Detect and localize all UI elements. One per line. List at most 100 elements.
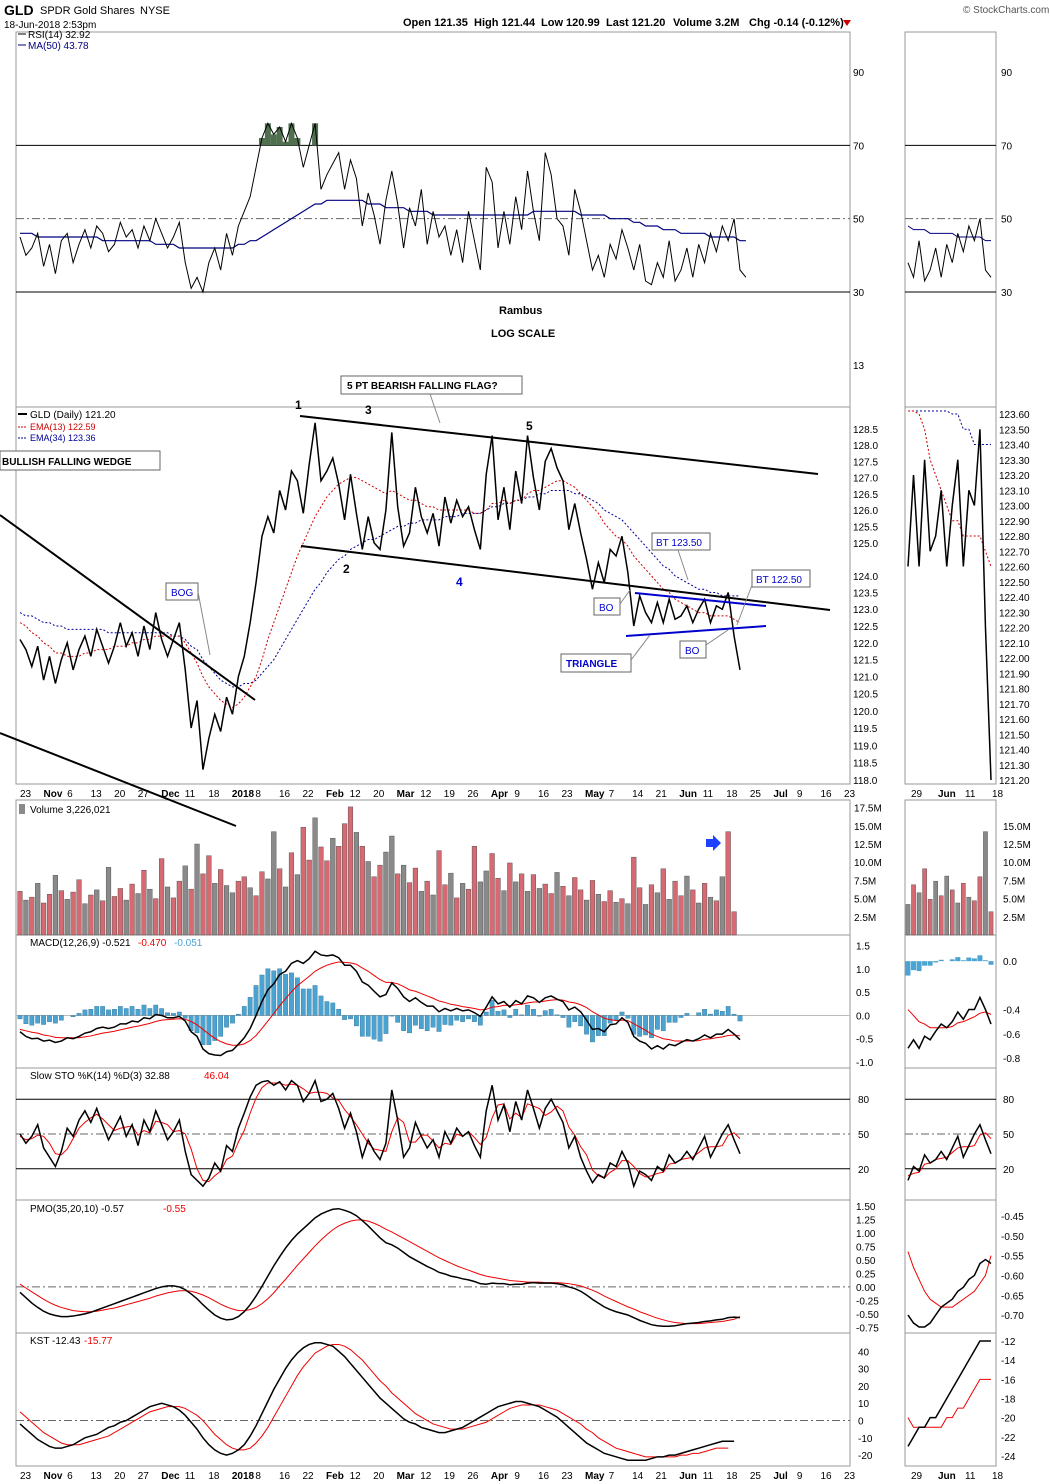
bo1-label: BO	[599, 603, 614, 614]
price-side-ytick: 122.10	[999, 639, 1030, 650]
x-axis-tick-label: 26	[467, 789, 479, 800]
price-side-ytick: 122.80	[999, 532, 1030, 543]
volume-bar	[105, 867, 112, 936]
rambus-label: Rambus	[499, 305, 542, 317]
price-side-ytick: 122.50	[999, 578, 1030, 589]
x-axis-tick-label: 20	[114, 789, 126, 800]
price-line	[19, 422, 741, 770]
macd-histogram-bar	[336, 1009, 342, 1016]
macd-ytick: 1.0	[856, 965, 870, 976]
macd-histogram-bar	[678, 1015, 684, 1018]
volume-bar	[678, 895, 684, 936]
x-axis-tick-label: 13	[91, 1471, 103, 1482]
volume-bar	[23, 899, 29, 936]
bog-box	[165, 582, 199, 601]
x-axis-tick-label: 11	[185, 789, 196, 800]
volume-side-bar	[916, 892, 922, 936]
volume-bar	[94, 889, 100, 936]
volume-bar	[123, 899, 129, 936]
macd-histogram-bar	[448, 1015, 454, 1026]
macd-histogram-bar	[513, 1009, 519, 1016]
price-ytick: 123.5	[853, 589, 878, 600]
pmo-side-ytick: -0.70	[1001, 1311, 1024, 1322]
macd-histogram-bar	[436, 1015, 442, 1032]
macd-histogram-bar	[176, 1011, 182, 1016]
volume-bar	[430, 894, 436, 936]
kst-ytick: -10	[858, 1434, 873, 1445]
volume-bar	[371, 876, 377, 936]
volume-bar	[477, 881, 483, 936]
price-side-ytick: 121.60	[999, 715, 1030, 726]
volume-bar	[235, 880, 241, 936]
volume-bar	[330, 838, 336, 936]
volume-bar	[406, 882, 413, 936]
pmo-ytick: 1.00	[856, 1229, 876, 1240]
volume-bar	[519, 873, 525, 936]
pmo-line	[19, 1207, 741, 1328]
volume-bar	[312, 817, 318, 936]
macd-histogram-bar	[442, 1015, 448, 1025]
price-ytick: 123.0	[853, 605, 878, 616]
x-axis-tick-label: 27	[138, 789, 150, 800]
volume-bar	[100, 900, 106, 936]
macd-side-histogram-bar	[988, 961, 994, 965]
volume-bar	[507, 862, 513, 936]
pmo-legend: PMO(35,20,10) -0.57	[30, 1204, 124, 1215]
volume-bar	[601, 901, 607, 936]
x-axis-tick-label: 22	[303, 789, 315, 800]
macd-histogram-bar	[666, 1015, 672, 1023]
x-axis-tick-label: 14	[632, 1471, 644, 1482]
kst-side-ytick: -24	[1001, 1452, 1016, 1463]
x-axis-tick-label: Nov	[44, 1471, 63, 1482]
macd-side-histogram-bar	[971, 958, 977, 962]
price-side-ytick: 121.70	[999, 700, 1030, 711]
volume-bar	[359, 846, 365, 936]
side-x-axis-tick-label: 29	[911, 789, 923, 800]
macd-legend: MACD(12,26,9) -0.521	[30, 938, 131, 949]
x-axis-tick-label: 9	[514, 789, 520, 800]
triangle-pointer	[630, 634, 651, 661]
triangle-upper-line	[634, 592, 767, 607]
price-ytick: 121.5	[853, 656, 878, 667]
price-ytick: 120.5	[853, 690, 878, 701]
x-axis-tick-label: 11	[703, 789, 714, 800]
volume-bar	[465, 888, 472, 936]
x-axis-tick-label: 18	[208, 789, 220, 800]
macd-hist-legend: -0.051	[174, 938, 203, 949]
volume-bar	[147, 888, 153, 936]
x-axis-tick-label: Mar	[397, 789, 415, 800]
kst-side-line	[907, 1340, 991, 1447]
volume-legend: Volume 3,226,021	[30, 805, 111, 816]
price-ytick: 126.5	[853, 490, 878, 501]
macd-histogram-bar	[672, 1015, 678, 1023]
volume-ytick: 7.5M	[854, 876, 876, 887]
pmo-signal-legend: -0.55	[163, 1204, 186, 1215]
macd-histogram-bar	[259, 974, 265, 1016]
x-axis-tick-label: 23	[20, 789, 32, 800]
ema13-legend: EMA(13) 122.59	[30, 422, 96, 432]
side-x-axis-tick-label: 18	[992, 789, 1004, 800]
macd-side-histogram-bar	[966, 957, 972, 962]
x-axis-tick-label: 16	[820, 789, 832, 800]
volume-bar	[471, 846, 477, 936]
macd-side-line	[907, 995, 992, 1050]
kst-side-ytick: -20	[1001, 1414, 1016, 1425]
volume-ytick: 10.0M	[854, 858, 882, 869]
quote-open: Open 121.35	[403, 17, 468, 29]
volume-bar	[418, 891, 424, 936]
ticker-exchange: NYSE	[140, 5, 170, 17]
volume-bar	[589, 880, 596, 936]
volume-bar	[353, 832, 359, 936]
volume-bar	[129, 883, 135, 936]
macd-side-histogram-bar	[927, 961, 933, 966]
bo2-label: BO	[685, 646, 700, 657]
price-side-ytick: 122.60	[999, 563, 1030, 574]
price-ytick: 124.0	[853, 572, 878, 583]
quote-volume: Volume 3.2M	[673, 17, 739, 29]
macd-histogram-bar	[82, 1009, 88, 1016]
volume-side-ytick: 5.0M	[1003, 895, 1025, 906]
volume-bar	[117, 888, 123, 936]
flag-label-pointer	[429, 393, 441, 424]
rsi-side-line	[907, 218, 992, 283]
kst-side-ytick: -22	[1001, 1433, 1016, 1444]
